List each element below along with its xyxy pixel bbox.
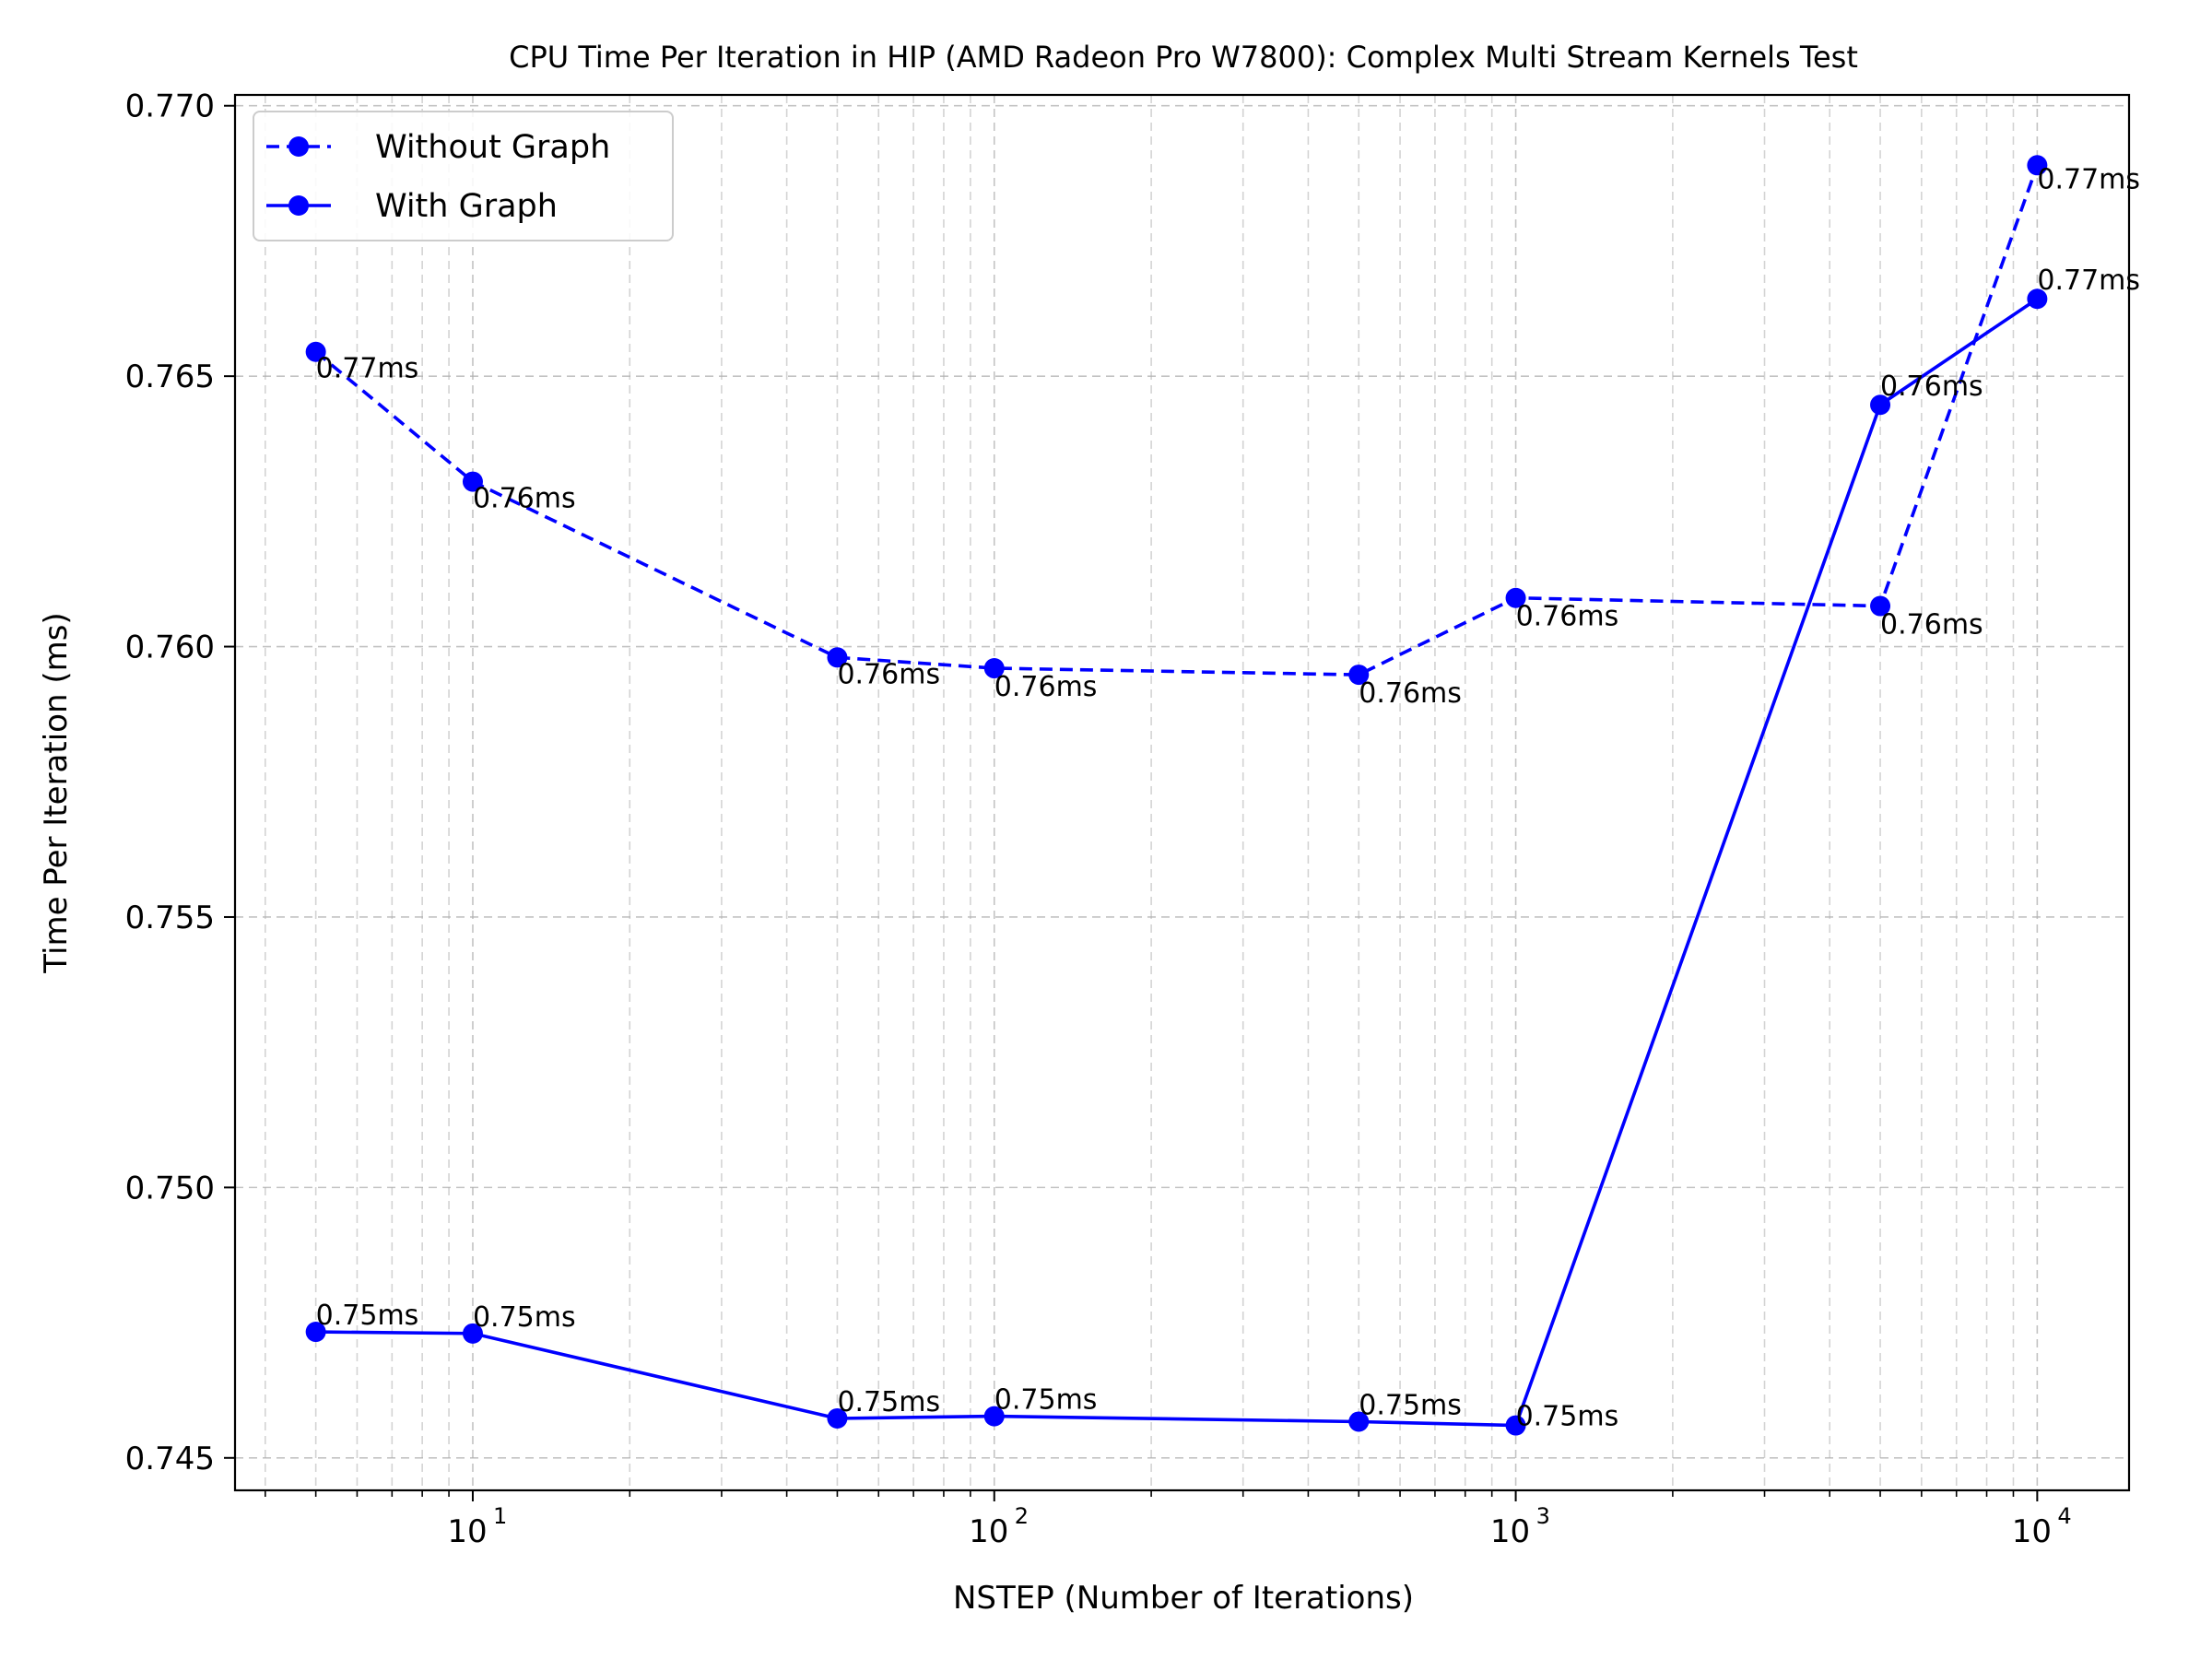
data-label: 0.77ms [2037,265,2140,297]
x-tick-exponent: 4 [2057,1503,2071,1529]
y-tick-label: 0.750 [125,1170,215,1206]
y-axis-label: Time Per Iteration (ms) [38,612,75,973]
legend-box [253,111,674,241]
data-label: 0.76ms [1516,601,1619,633]
x-tick-label: 10 [447,1513,487,1550]
legend: Without Graph With Graph [253,111,674,241]
x-tick-exponent: 2 [1015,1503,1029,1529]
x-tick-exponent: 3 [1536,1503,1550,1529]
data-point [983,1406,1005,1427]
data-label: 0.76ms [1359,677,1462,710]
data-label: 0.75ms [1359,1389,1462,1421]
y-tick-label: 0.755 [125,900,215,936]
x-tick-exponent: 1 [493,1503,507,1529]
data-point [1348,665,1370,686]
data-point [1870,595,1891,617]
data-point [983,658,1005,679]
x-tick-label: 10 [2012,1513,2052,1550]
y-tick-label: 0.770 [125,88,215,125]
series-line-with-graph [315,297,2039,1428]
data-point [827,1407,848,1429]
legend-marker [288,195,309,216]
series-line-without-graph [314,164,2040,677]
data-label: 0.76ms [473,483,576,515]
data-label: 0.77ms [2037,163,2140,195]
data-point [305,1322,326,1343]
data-label: 0.75ms [473,1301,576,1334]
legend-marker [288,136,309,157]
data-label: 0.76ms [1880,371,1983,403]
data-point [305,341,326,362]
data-label: 0.75ms [994,1384,1098,1417]
data-point [462,1323,483,1344]
grid [235,95,2129,1490]
data-point [462,471,483,492]
x-tick-label: 10 [969,1513,1008,1550]
data-label: 0.75ms [1516,1401,1619,1433]
data-label: 0.76ms [994,671,1098,703]
legend-entry: With Graph [375,188,558,225]
data-point [2027,155,2048,176]
axes: 10 1 10 2 10 3 10 40.7450.7500.7550.7600.7650.7… [125,88,2131,1550]
data-label: 0.75ms [316,1300,419,1332]
data-label: 0.76ms [1880,609,1983,641]
data-point [1505,587,1526,608]
data-label: 0.75ms [837,1386,940,1418]
data-point [827,647,848,668]
y-tick-label: 0.765 [125,359,215,395]
x-axis-label: NSTEP (Number of Iterations) [953,1580,1414,1617]
plot-frame [233,93,2131,1492]
chart-title: CPU Time Per Iteration in HIP (AMD Radeo… [509,40,1858,75]
data-label: 0.76ms [837,658,940,690]
data-point [1505,1415,1526,1436]
data-point [2027,288,2048,310]
plot-area: 0.77ms 0.76ms 0.76ms 0.76ms 0.76ms 0.76ms 0.76… [305,155,2140,1436]
data-point [1348,1411,1370,1432]
data-point [1870,394,1891,416]
data-label: 0.77ms [316,353,419,385]
legend-entry: Without Graph [375,129,610,166]
x-tick-label: 10 [1490,1513,1530,1550]
y-tick-label: 0.760 [125,629,215,666]
y-tick-label: 0.745 [125,1441,215,1477]
